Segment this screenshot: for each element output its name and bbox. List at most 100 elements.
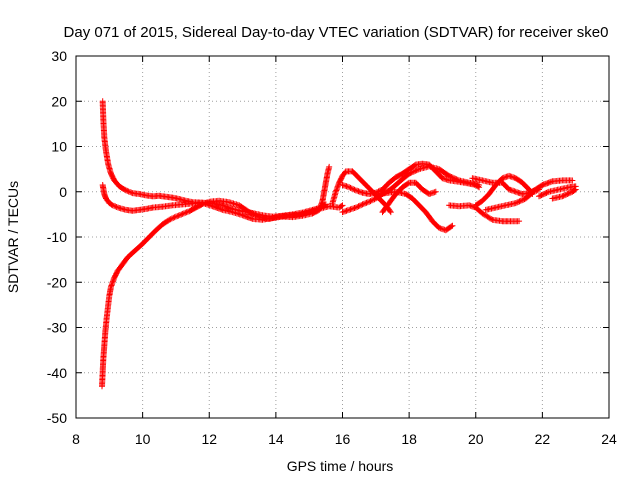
series-markers <box>406 166 421 177</box>
series-markers <box>134 241 145 252</box>
series-markers <box>349 168 362 181</box>
series-markers <box>119 255 130 268</box>
series-markers <box>352 202 365 211</box>
series-markers <box>386 192 398 207</box>
series-markers <box>236 202 252 215</box>
series-C-rise-from-minus43 <box>99 197 346 390</box>
series-markers <box>422 209 435 223</box>
series-markers <box>346 184 358 193</box>
series-markers <box>356 175 368 187</box>
y-tick-label: 0 <box>59 184 67 200</box>
data-points <box>99 98 579 390</box>
series-markers <box>399 180 411 191</box>
series-M-right-end <box>536 183 579 200</box>
series-markers <box>522 190 535 202</box>
y-tick-label: -50 <box>47 410 67 426</box>
series-markers <box>479 192 492 204</box>
series-markers <box>426 188 439 197</box>
grid-lines <box>76 56 609 418</box>
x-tick-label: 20 <box>468 431 484 447</box>
y-tick-label: -40 <box>47 365 67 381</box>
y-tick-labels: -50 -40 -30 -20 -10 0 10 20 30 <box>47 48 67 426</box>
series-markers <box>402 191 415 201</box>
x-tick-label: 16 <box>335 431 351 447</box>
y-tick-label: 10 <box>51 139 67 155</box>
series-markers <box>519 179 532 192</box>
series-markers <box>482 204 498 213</box>
series-markers <box>129 246 140 256</box>
series-markers <box>379 180 392 193</box>
series-markers <box>566 183 579 191</box>
series-markers <box>506 218 523 225</box>
series-markers <box>479 177 494 186</box>
series-markers <box>399 171 411 183</box>
series-markers <box>179 208 191 217</box>
series-markers <box>409 195 422 208</box>
series-N-right-tail <box>549 186 579 202</box>
series-markers <box>416 202 428 215</box>
series-markers <box>324 163 333 177</box>
series-markers <box>569 186 579 195</box>
series-markers <box>549 193 564 202</box>
series-J-right-lower <box>446 202 523 225</box>
chart-title: Day 071 of 2015, Sidereal Day-to-day VTE… <box>64 24 609 41</box>
series-markers <box>436 166 451 179</box>
series-markers <box>103 305 111 322</box>
series-markers <box>336 202 346 211</box>
series-markers <box>502 200 518 209</box>
y-tick-label: 30 <box>51 48 67 64</box>
axis-ticks <box>75 55 610 419</box>
series-markers <box>432 168 445 181</box>
series-markers <box>512 175 525 185</box>
series-markers <box>466 179 483 188</box>
series-markers <box>106 200 115 208</box>
series-markers <box>392 177 405 188</box>
x-tick-label: 8 <box>72 431 80 447</box>
series-H-small-loop-17 <box>379 179 439 216</box>
series-markers <box>146 228 158 240</box>
series-markers <box>103 148 112 167</box>
series-markers <box>336 174 345 186</box>
x-tick-label: 22 <box>535 431 551 447</box>
series-markers <box>111 177 122 189</box>
series-markers <box>339 169 348 179</box>
series-markers <box>192 201 205 211</box>
series-markers <box>492 176 505 188</box>
series-markers <box>412 179 425 192</box>
series-markers <box>105 294 113 311</box>
series-markers <box>472 198 485 209</box>
series-markers <box>442 222 456 234</box>
series-markers <box>166 214 178 223</box>
series-markers <box>100 116 108 140</box>
series-markers <box>492 202 508 211</box>
series-markers <box>153 222 165 234</box>
series-markers <box>101 330 109 349</box>
series-markers <box>366 196 378 205</box>
x-tick-label: 14 <box>268 431 284 447</box>
x-tick-labels: 8 10 12 14 16 18 20 22 24 <box>72 431 617 447</box>
series-markers <box>172 211 185 220</box>
series-markers <box>479 210 495 222</box>
series-markers <box>124 250 135 261</box>
y-tick-label: 20 <box>51 93 67 109</box>
y-tick-label: -20 <box>47 274 67 290</box>
series-markers <box>246 209 261 220</box>
series-markers <box>529 186 543 196</box>
series-markers <box>103 195 112 205</box>
series-markers <box>559 177 576 184</box>
series-markers <box>139 235 152 247</box>
series-markers <box>102 316 110 335</box>
series-markers <box>512 196 528 207</box>
series-markers <box>392 171 405 181</box>
x-axis-label: GPS time / hours <box>287 458 394 474</box>
series-markers <box>392 185 405 197</box>
series-markers <box>100 344 108 363</box>
y-tick-label: -30 <box>47 320 67 336</box>
series-markers <box>379 201 392 216</box>
series-D-hump-16 <box>329 168 394 216</box>
series-markers <box>101 134 109 153</box>
x-tick-label: 24 <box>601 431 617 447</box>
series-markers <box>159 202 175 210</box>
x-tick-label: 18 <box>401 431 417 447</box>
